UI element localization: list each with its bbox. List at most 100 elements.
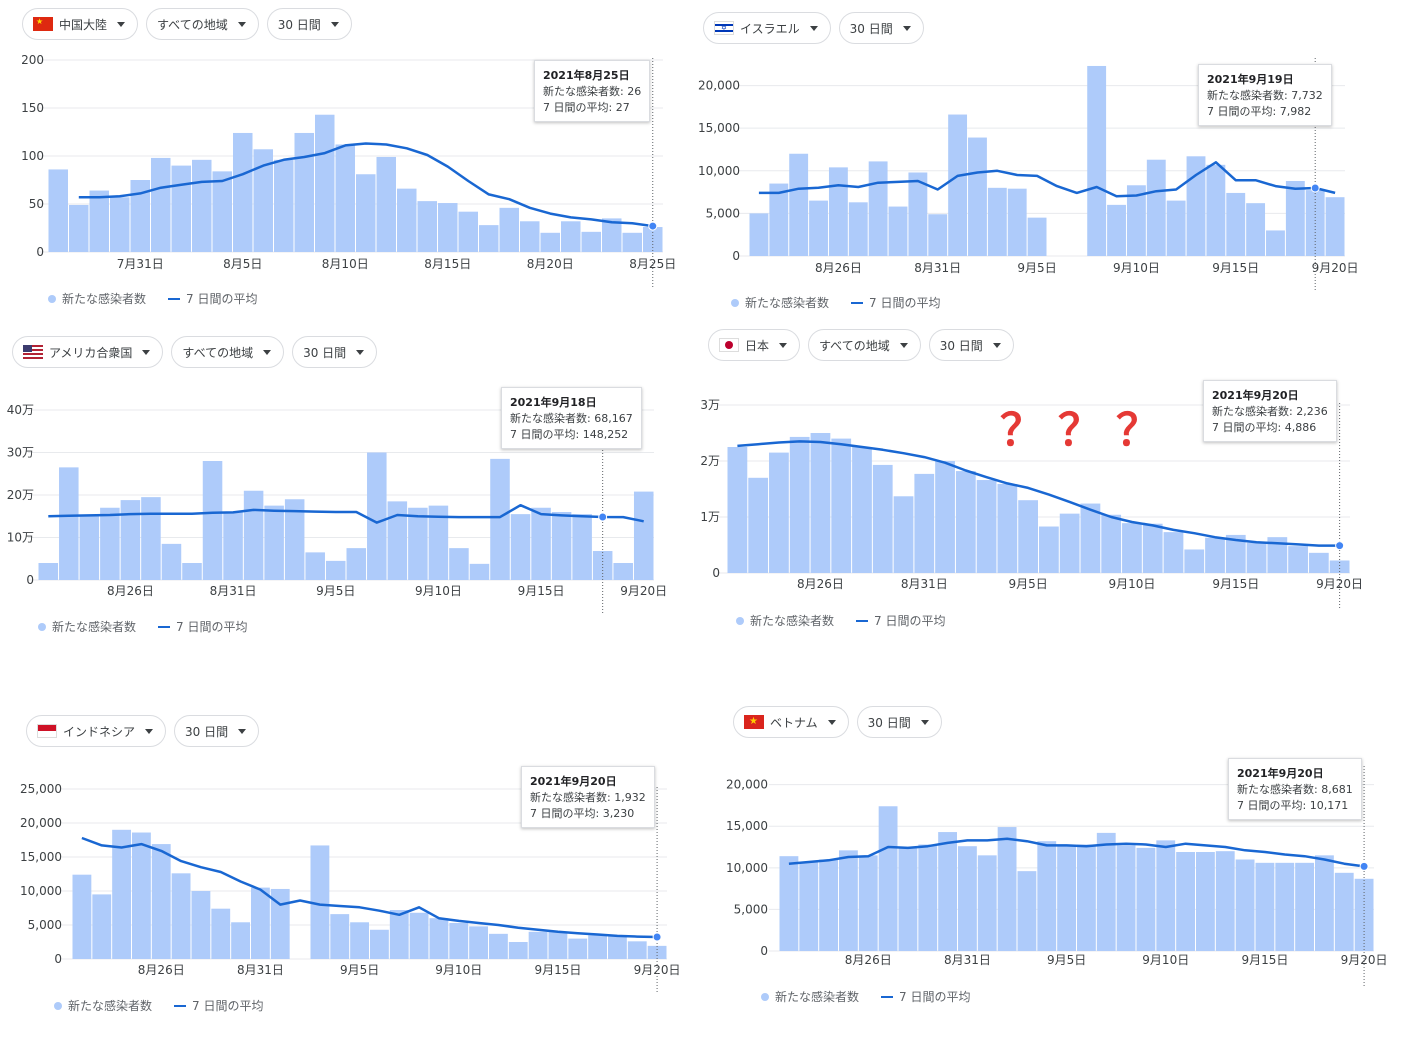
bar [417,201,437,252]
bar [397,188,417,252]
legend-average-swatch [851,301,864,304]
bar [1176,852,1195,951]
average-line [81,836,658,939]
period-select[interactable]: 30 日間 [838,12,924,44]
bar [602,218,622,252]
bar [749,213,769,256]
period-select[interactable]: 30 日間 [266,8,352,40]
bar [858,855,878,951]
panel-china: ★ 中国大陸 すべての地域 30 日間 0 50 100 150 200 7月31日 8月5… [0,0,700,320]
tooltip-usa: 2021年9月18日 新たな感染者数: 68,167 7 日間の平均: 148,… [501,387,642,449]
chevron-down-icon [809,25,818,31]
period-select[interactable]: 30 日間 [928,329,1014,361]
region-label: 日本 [745,338,770,353]
bar [581,231,601,252]
subregion-label: すべての地域 [157,17,228,32]
bar [508,942,528,959]
period-label: 30 日間 [185,724,229,739]
period-select[interactable]: 30 日間 [856,706,942,738]
bar [1266,230,1285,256]
tooltip-cases: 新たな感染者数: 7,732 [1207,89,1323,102]
region-select-indonesia[interactable]: インドネシア [26,715,167,747]
tooltip-cases: 新たな感染者数: 8,681 [1237,783,1353,796]
bar [151,844,171,959]
bar [48,169,68,252]
bar [182,563,202,580]
region-select-israel[interactable]: ✡ イスラエル [703,12,831,44]
region-select-vietnam[interactable]: ★ ベトナム [733,706,849,738]
bar [1186,156,1206,256]
y-tick-label: 200 [21,53,44,67]
x-tick-label: 8月31日 [210,584,257,598]
bar [92,894,112,959]
controls-japan: 日本 すべての地域 30 日間 [708,329,1014,361]
subregion-select[interactable]: すべての地域 [171,336,285,368]
tooltip-date: 2021年9月20日 [530,775,617,788]
bar [89,190,109,252]
legend-cases-swatch [731,298,739,307]
question-marks: ？？？ [1000,405,1174,456]
subregion-select[interactable]: すべての地域 [808,329,921,361]
bar [294,132,314,252]
legend-cases-swatch [54,1001,62,1010]
bar [1126,185,1146,256]
x-tick-label: 9月10日 [1108,577,1155,591]
region-select-usa[interactable]: アメリカ合衆国 [12,336,164,368]
region-label: イスラエル [740,21,800,36]
bar [613,563,633,580]
bar [592,551,613,580]
bar [958,846,977,951]
legend-cases: 新たな感染者数 [54,997,152,1014]
period-select[interactable]: 30 日間 [292,336,378,368]
bar [479,225,499,252]
bar [852,447,872,573]
chart-usa[interactable]: 0 10万 20万 30万 40万 8月26日 8月31日 9月5日 9月10日 9月15日 9月2… [0,325,700,655]
bar [1027,217,1047,256]
chart-china[interactable]: 0 50 100 150 200 7月31日 8月5日 8月10日 8月15日 8月20日 8月25… [0,0,700,320]
period-select[interactable]: 30 日間 [174,715,260,747]
x-tick-label: 9月20日 [1341,953,1388,967]
bar [510,514,531,580]
panel-usa: アメリカ合衆国 すべての地域 30 日間 0 10万 20万 30万 40万 8月26日 8… [0,325,700,655]
usa-flag-icon [23,345,43,359]
y-tick-label: 2万 [700,454,720,468]
bar [1205,537,1225,573]
bar [839,850,858,951]
y-tick-label: 0 [26,573,34,587]
legend-cases: 新たな感染者数 [731,294,829,311]
bar [1354,878,1374,951]
tooltip-indonesia: 2021年9月20日 新たな感染者数: 1,932 7 日間の平均: 3,230 [521,766,655,828]
chart-indonesia[interactable]: 0 5,000 10,000 15,000 20,000 25,000 8月26日 8月31日… [0,700,700,1040]
bar [376,156,396,252]
bar [1267,537,1288,573]
tooltip-vietnam: 2021年9月20日 新たな感染者数: 8,681 7 日間の平均: 10,17… [1228,758,1362,820]
bar [132,832,151,959]
chart-vietnam[interactable]: 0 5,000 10,000 15,000 20,000 8月26日 8月31日 9月5日 9月… [700,690,1419,1040]
bar [233,132,253,252]
bar [848,202,868,256]
region-select-japan[interactable]: 日本 [708,329,801,361]
legend-average-label: 7 日間の平均 [899,990,971,1004]
highlight-point [1359,861,1369,871]
bar [274,159,294,252]
bar [828,167,848,256]
chart-israel[interactable]: 0 5,000 10,000 15,000 20,000 8月26日 8月31日 9月5日 9月… [698,0,1419,320]
bar [1096,832,1116,951]
bar [528,931,548,959]
x-tick-label: 9月15日 [518,584,565,598]
x-tick-label: 8月15日 [424,257,471,271]
china-flag-icon: ★ [33,17,53,31]
average-line [737,440,1340,547]
y-tick-label: 0 [732,249,740,263]
region-label: アメリカ合衆国 [49,345,133,360]
legend-cases: 新たな感染者数 [48,290,146,307]
region-select-china[interactable]: ★ 中国大陸 [22,8,139,40]
y-tick-label: 5,000 [734,902,768,916]
x-tick-label: 8月26日 [845,953,892,967]
subregion-select[interactable]: すべての地域 [146,8,259,40]
bar [211,908,231,959]
legend-average: 7 日間の平均 [851,294,940,311]
highlight-point [648,221,658,231]
chevron-down-icon [117,21,126,27]
